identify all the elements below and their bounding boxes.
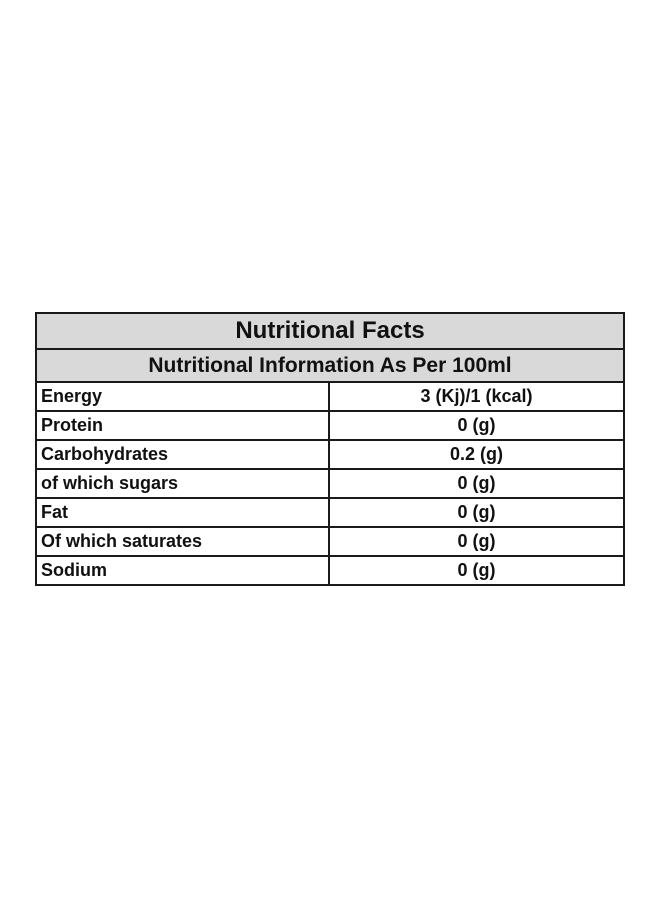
table-title-row: Nutritional Facts bbox=[34, 312, 626, 350]
table-subtitle-row: Nutritional Information As Per 100ml bbox=[34, 348, 626, 383]
nutrient-label-fat: Fat bbox=[35, 497, 330, 528]
nutrient-label-sodium: Sodium bbox=[35, 555, 330, 586]
nutrient-value-saturates: 0 (g) bbox=[327, 526, 626, 557]
table-row: Of which saturates 0 (g) bbox=[35, 526, 626, 557]
table-row: Fat 0 (g) bbox=[35, 497, 626, 528]
table-row: Energy 3 (Kj)/1 (kcal) bbox=[35, 381, 626, 412]
nutrient-value-fat: 0 (g) bbox=[327, 497, 626, 528]
nutrient-value-protein: 0 (g) bbox=[327, 410, 626, 441]
table-row: Protein 0 (g) bbox=[35, 410, 626, 441]
nutrient-value-carbohydrates: 0.2 (g) bbox=[327, 439, 626, 470]
table-row: of which sugars 0 (g) bbox=[35, 468, 626, 499]
nutrient-label-protein: Protein bbox=[35, 410, 330, 441]
nutrition-facts-table: Nutritional Facts Nutritional Informatio… bbox=[34, 312, 626, 586]
nutrient-label-saturates: Of which saturates bbox=[35, 526, 330, 557]
nutrient-label-sugars: of which sugars bbox=[35, 468, 330, 499]
table-row: Carbohydrates 0.2 (g) bbox=[35, 439, 626, 470]
nutrient-label-carbohydrates: Carbohydrates bbox=[35, 439, 330, 470]
nutrient-value-sugars: 0 (g) bbox=[327, 468, 626, 499]
nutrient-value-energy: 3 (Kj)/1 (kcal) bbox=[327, 381, 626, 412]
table-title: Nutritional Facts bbox=[34, 312, 626, 350]
nutrient-label-energy: Energy bbox=[35, 381, 330, 412]
table-subtitle: Nutritional Information As Per 100ml bbox=[34, 348, 626, 383]
nutrient-value-sodium: 0 (g) bbox=[327, 555, 626, 586]
table-row: Sodium 0 (g) bbox=[35, 555, 626, 586]
